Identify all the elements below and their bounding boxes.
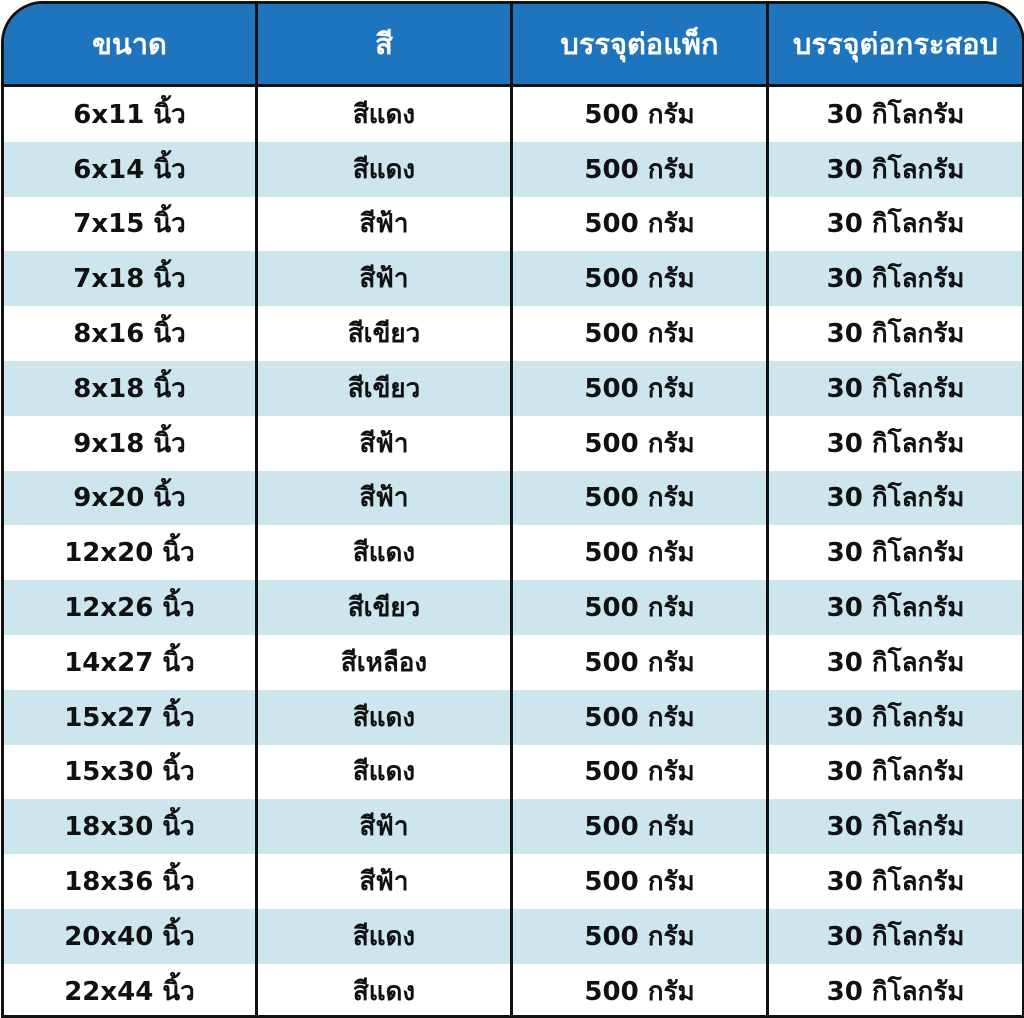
cell-size: 12x20 นิ้ว: [4, 525, 258, 581]
header-size: ขนาด: [4, 4, 258, 84]
cell-size: 12x26 นิ้ว: [4, 580, 258, 635]
cell-color: สีแดง: [258, 525, 513, 581]
cell-per-pack: 500 กรัม: [513, 251, 769, 307]
cell-per-pack: 500 กรัม: [513, 470, 769, 526]
cell-color: สีแดง: [258, 87, 513, 142]
cell-per-pack: 500 กรัม: [513, 306, 769, 361]
table-row: 15x30 นิ้ว สีแดง 500 กรัม 30 กิโลกรัม: [4, 744, 1022, 800]
cell-color: สีฟ้า: [258, 196, 513, 252]
cell-size: 15x27 นิ้ว: [4, 689, 258, 745]
table-row: 7x15 นิ้ว สีฟ้า 500 กรัม 30 กิโลกรัม: [4, 196, 1022, 252]
table-row: 12x20 นิ้ว สีแดง 500 กรัม 30 กิโลกรัม: [4, 525, 1022, 581]
table-row: 9x18 นิ้ว สีฟ้า 500 กรัม 30 กิโลกรัม: [4, 415, 1022, 471]
table-row: 14x27 นิ้ว สีเหลือง 500 กรัม 30 กิโลกรัม: [4, 634, 1022, 690]
cell-size: 14x27 นิ้ว: [4, 634, 258, 690]
cell-size: 8x18 นิ้ว: [4, 360, 258, 416]
table-row: 6x11 นิ้ว สีแดง 500 กรัม 30 กิโลกรัม: [4, 87, 1022, 142]
cell-color: สีแดง: [258, 908, 513, 964]
cell-per-pack: 500 กรัม: [513, 415, 769, 471]
cell-per-sack: 30 กิโลกรัม: [826, 483, 965, 514]
table-header: ขนาด สี บรรจุต่อแพ็ก บรรจุต่อกระสอบ: [4, 4, 1022, 87]
cell-per-sack: 30 กิโลกรัม: [826, 593, 965, 624]
cell-size: 7x15 นิ้ว: [4, 196, 258, 252]
cell-per-sack: 30 กิโลกรัม: [826, 99, 965, 130]
cell-per-pack: 500 กรัม: [513, 963, 769, 1015]
cell-size: 9x20 นิ้ว: [4, 470, 258, 526]
cell-per-sack: 30 กิโลกรัม: [826, 428, 965, 459]
cell-per-sack: 30 กิโลกรัม: [826, 319, 965, 350]
cell-color: สีฟ้า: [258, 251, 513, 307]
header-per-sack: บรรจุต่อกระสอบ: [792, 27, 999, 61]
cell-per-sack: 30 กิโลกรัม: [826, 373, 965, 404]
table-row: 18x36 นิ้ว สีฟ้า 500 กรัม 30 กิโลกรัม: [4, 854, 1022, 909]
cell-per-sack: 30 กิโลกรัม: [826, 976, 965, 1007]
cell-per-pack: 500 กรัม: [513, 360, 769, 416]
cell-color: สีเขียว: [258, 306, 513, 361]
cell-per-pack: 500 กรัม: [513, 141, 769, 197]
cell-size: 6x14 นิ้ว: [4, 141, 258, 197]
cell-color: สีแดง: [258, 689, 513, 745]
cell-per-sack: 30 กิโลกรัม: [826, 702, 965, 733]
cell-size: 22x44 นิ้ว: [4, 963, 258, 1015]
cell-color: สีฟ้า: [258, 799, 513, 855]
table-row: 20x40 นิ้ว สีแดง 500 กรัม 30 กิโลกรัม: [4, 908, 1022, 964]
table-body: 6x11 นิ้ว สีแดง 500 กรัม 30 กิโลกรัม 6x14 นิ…: [4, 87, 1022, 1015]
cell-size: 18x36 นิ้ว: [4, 854, 258, 909]
cell-color: สีฟ้า: [258, 470, 513, 526]
cell-color: สีเขียว: [258, 580, 513, 635]
table-row: 22x44 นิ้ว สีแดง 500 กรัม 30 กิโลกรัม: [4, 963, 1022, 1015]
cell-size: 8x16 นิ้ว: [4, 306, 258, 361]
table-row: 9x20 นิ้ว สีฟ้า 500 กรัม 30 กิโลกรัม: [4, 470, 1022, 526]
cell-size: 6x11 นิ้ว: [4, 87, 258, 142]
cell-per-sack: 30 กิโลกรัม: [826, 812, 965, 843]
cell-size: 9x18 นิ้ว: [4, 415, 258, 471]
cell-per-sack: 30 กิโลกรัม: [826, 154, 965, 185]
cell-per-sack: 30 กิโลกรัม: [826, 647, 965, 678]
cell-per-pack: 500 กรัม: [513, 87, 769, 142]
cell-per-sack: 30 กิโลกรัม: [826, 757, 965, 788]
cell-color: สีฟ้า: [258, 415, 513, 471]
cell-per-sack: 30 กิโลกรัม: [826, 921, 965, 952]
table-row: 6x14 นิ้ว สีแดง 500 กรัม 30 กิโลกรัม: [4, 141, 1022, 197]
header-color: สี: [258, 4, 513, 84]
cell-size: 15x30 นิ้ว: [4, 744, 258, 800]
cell-per-sack: 30 กิโลกรัม: [826, 264, 965, 295]
cell-per-pack: 500 กรัม: [513, 196, 769, 252]
table-row: 8x18 นิ้ว สีเขียว 500 กรัม 30 กิโลกรัม: [4, 360, 1022, 416]
cell-per-pack: 500 กรัม: [513, 580, 769, 635]
cell-per-pack: 500 กรัม: [513, 525, 769, 581]
cell-color: สีเหลือง: [258, 634, 513, 690]
table-row: 15x27 นิ้ว สีแดง 500 กรัม 30 กิโลกรัม: [4, 689, 1022, 745]
header-per-pack: บรรจุต่อแพ็ก: [513, 4, 769, 84]
cell-size: 20x40 นิ้ว: [4, 908, 258, 964]
cell-color: สีแดง: [258, 744, 513, 800]
cell-size: 7x18 นิ้ว: [4, 251, 258, 307]
cell-per-pack: 500 กรัม: [513, 854, 769, 909]
cell-per-sack: 30 กิโลกรัม: [826, 538, 965, 569]
cell-per-pack: 500 กรัม: [513, 799, 769, 855]
cell-size: 18x30 นิ้ว: [4, 799, 258, 855]
cell-color: สีฟ้า: [258, 854, 513, 909]
cell-per-sack: 30 กิโลกรัม: [826, 209, 965, 240]
cell-per-pack: 500 กรัม: [513, 634, 769, 690]
cell-color: สีเขียว: [258, 360, 513, 416]
cell-color: สีแดง: [258, 141, 513, 197]
cell-color: สีแดง: [258, 963, 513, 1015]
table-row: 12x26 นิ้ว สีเขียว 500 กรัม 30 กิโลกรัม: [4, 580, 1022, 635]
cell-per-sack: 30 กิโลกรัม: [826, 867, 965, 898]
cell-per-pack: 500 กรัม: [513, 689, 769, 745]
cell-per-pack: 500 กรัม: [513, 744, 769, 800]
table-row: 8x16 นิ้ว สีเขียว 500 กรัม 30 กิโลกรัม: [4, 306, 1022, 361]
table-row: 18x30 นิ้ว สีฟ้า 500 กรัม 30 กิโลกรัม: [4, 799, 1022, 855]
cell-per-pack: 500 กรัม: [513, 908, 769, 964]
table-row: 7x18 นิ้ว สีฟ้า 500 กรัม 30 กิโลกรัม: [4, 251, 1022, 307]
